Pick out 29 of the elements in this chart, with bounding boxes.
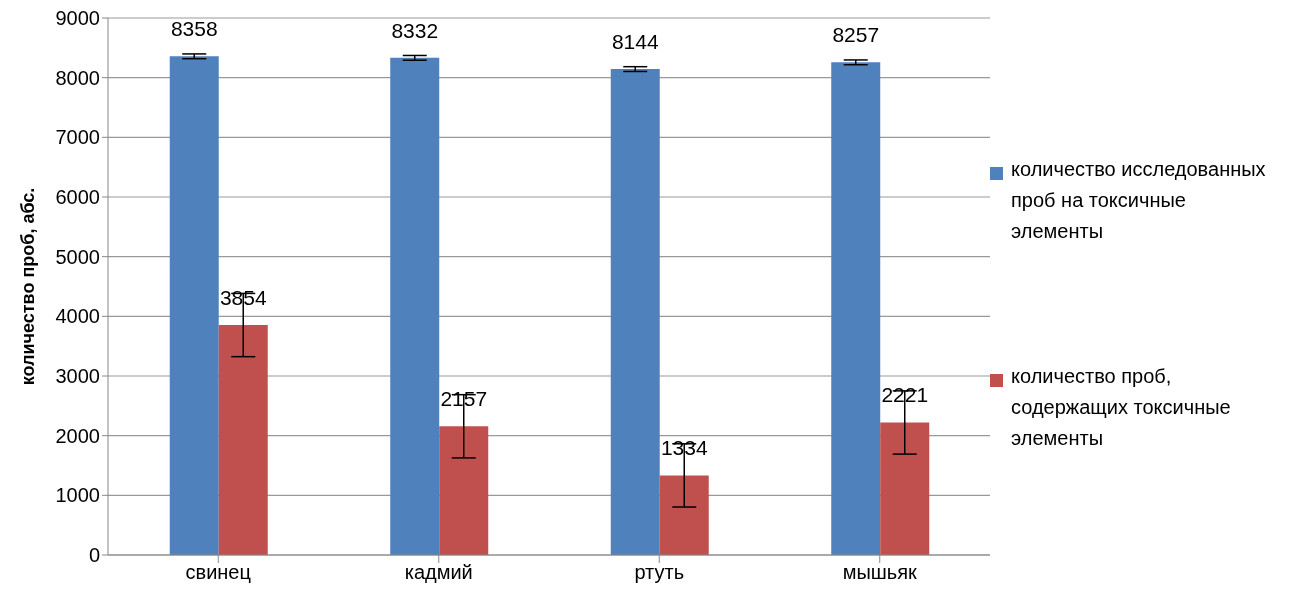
x-tick-label: ртуть — [634, 561, 685, 584]
data-label: 8144 — [611, 30, 659, 54]
bar — [390, 57, 440, 555]
y-tick-label: 5000 — [55, 245, 100, 268]
y-tick-label: 8000 — [55, 66, 100, 89]
y-tick-label: 3000 — [55, 365, 100, 388]
x-tick-label: свинец — [185, 561, 251, 584]
bar — [831, 62, 881, 555]
legend-label: количество проб, содержащих токсичные элементы — [1011, 363, 1232, 451]
x-tick-label: мышьяк — [842, 561, 918, 584]
y-tick-label: 4000 — [55, 305, 100, 328]
y-tick-label: 1000 — [55, 484, 100, 507]
x-tick-label: кадмий — [404, 561, 473, 584]
data-label: 8332 — [391, 18, 439, 42]
bar — [169, 56, 219, 555]
y-tick-label: 7000 — [55, 126, 100, 149]
y-tick-label: 2000 — [55, 424, 100, 447]
bar — [610, 69, 660, 555]
legend-label: количество исследованных проб на токсичные элементы — [1011, 156, 1267, 244]
bar — [439, 426, 489, 555]
bar — [659, 475, 709, 555]
y-tick-label: 9000 — [55, 7, 100, 30]
y-tick-label: 6000 — [55, 186, 100, 209]
data-label: 8358 — [170, 17, 218, 41]
data-label: 8257 — [832, 23, 880, 47]
bar — [218, 325, 268, 555]
y-axis-title: количество проб, абс. — [18, 187, 39, 386]
bar — [880, 422, 930, 555]
y-tick-label: 0 — [88, 544, 100, 567]
